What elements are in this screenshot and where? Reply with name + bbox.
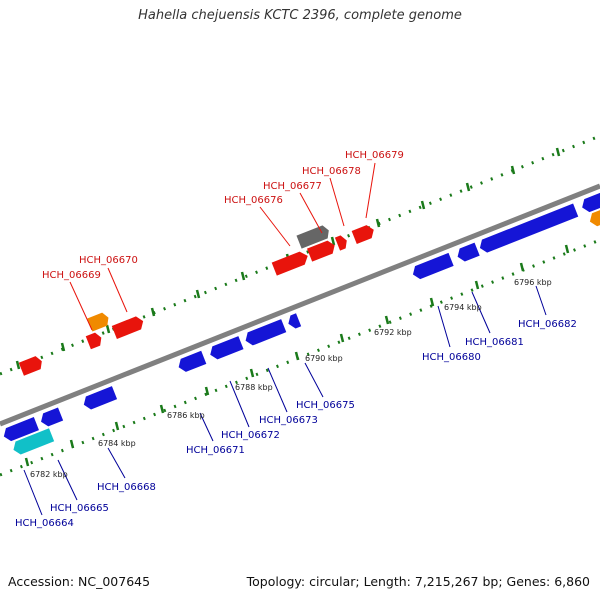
- gene-arrow[interactable]: [477, 203, 579, 255]
- scale-label: 6784 kbp: [98, 439, 136, 448]
- gene-arrow[interactable]: [286, 313, 302, 330]
- gene-label[interactable]: HCH_06671: [186, 445, 245, 456]
- genome-backbone: [0, 183, 600, 427]
- gene-label[interactable]: HCH_06673: [259, 415, 318, 426]
- major-ticks-forward: [15, 147, 561, 370]
- gene-arrow[interactable]: [271, 249, 311, 276]
- genome-summary: Topology: circular; Length: 7,215,267 bp…: [246, 574, 590, 589]
- gene-label[interactable]: HCH_06668: [97, 482, 156, 493]
- gene-arrow[interactable]: [334, 234, 349, 251]
- scale-label: 6796 kbp: [514, 278, 552, 287]
- reverse-callout-lines: [23, 285, 547, 516]
- reverse-gene-track: [1, 186, 600, 456]
- gene-label[interactable]: HCH_06680: [422, 352, 481, 363]
- gene-label[interactable]: HCH_06664: [15, 518, 74, 529]
- gene-arrow[interactable]: [410, 252, 454, 281]
- gene-arrow[interactable]: [351, 223, 377, 245]
- gene-label[interactable]: HCH_06681: [465, 337, 524, 348]
- orange-feature[interactable]: [87, 311, 111, 332]
- gene-arrow[interactable]: [243, 319, 287, 347]
- accession-label: Accession: NC_007645: [8, 574, 151, 589]
- scale-label: 6794 kbp: [444, 303, 482, 312]
- gene-label[interactable]: HCH_06677: [263, 181, 322, 192]
- gene-label[interactable]: HCH_06679: [345, 150, 404, 161]
- scale-label: 6788 kbp: [235, 383, 273, 392]
- gene-arrow[interactable]: [81, 386, 118, 411]
- gene-arrow[interactable]: [1, 417, 39, 443]
- scale-label: 6786 kbp: [167, 411, 205, 420]
- major-ticks-reverse: [24, 244, 570, 467]
- gene-arrow[interactable]: [18, 355, 45, 376]
- gene-label[interactable]: HCH_06670: [79, 255, 138, 266]
- orange-feature[interactable]: [587, 201, 600, 228]
- gene-arrow[interactable]: [580, 186, 600, 214]
- gene-label[interactable]: HCH_06672: [221, 430, 280, 441]
- forward-callout-lines: [69, 162, 376, 331]
- map-title: Hahella chejuensis KCTC 2396, complete g…: [138, 8, 462, 23]
- gene-arrow[interactable]: [38, 407, 64, 428]
- gene-label[interactable]: HCH_06682: [518, 319, 577, 330]
- scale-label: 6792 kbp: [374, 328, 412, 337]
- gene-arrow[interactable]: [307, 239, 337, 262]
- scale-label: 6782 kbp: [30, 470, 68, 479]
- gene-arrow[interactable]: [176, 350, 207, 374]
- gene-label[interactable]: HCH_06669: [42, 270, 101, 281]
- scale-label: 6790 kbp: [305, 354, 343, 363]
- gene-arrow[interactable]: [111, 315, 146, 339]
- forward-gene-track: [18, 223, 377, 376]
- gene-arrow[interactable]: [85, 331, 104, 350]
- gene-label[interactable]: HCH_06665: [50, 503, 109, 514]
- gene-arrow[interactable]: [208, 336, 244, 361]
- cyan-feature[interactable]: [11, 428, 55, 456]
- gene-label[interactable]: HCH_06676: [224, 195, 283, 206]
- gene-label[interactable]: HCH_06675: [296, 400, 355, 411]
- gene-label[interactable]: HCH_06678: [302, 166, 361, 177]
- gene-arrow[interactable]: [455, 242, 480, 264]
